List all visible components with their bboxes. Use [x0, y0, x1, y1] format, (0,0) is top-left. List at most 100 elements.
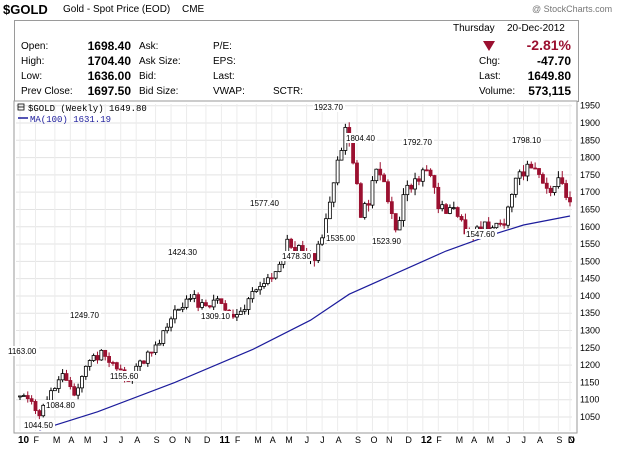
candle-body — [99, 349, 104, 361]
annotation-bg — [109, 371, 141, 381]
candle-body — [560, 177, 565, 184]
annotation-bg — [7, 346, 39, 356]
candle-body — [37, 410, 42, 417]
x-tick-label: 12 — [421, 435, 433, 446]
price-annotation: 1424.30 — [168, 248, 197, 257]
x-tick-label: O — [169, 435, 176, 445]
x-tick-label: F — [436, 435, 442, 445]
candle-body — [339, 150, 344, 161]
candle-body — [358, 183, 363, 218]
price-annotation: 1577.40 — [250, 199, 279, 208]
candle-body — [265, 277, 270, 284]
candle-body — [238, 310, 243, 315]
x-tick-label: J — [305, 435, 310, 445]
candle-body — [204, 302, 208, 307]
price-annotation: 1309.10 — [201, 312, 230, 321]
x-tick-label: J — [506, 435, 511, 445]
candle-body — [374, 168, 379, 182]
candle-body — [556, 177, 561, 187]
x-tick-label: M — [285, 435, 293, 445]
bid-label: Bid: — [139, 71, 157, 82]
candle-body — [107, 356, 111, 363]
candle-body — [525, 163, 530, 177]
y-tick-label: 1400 — [580, 291, 600, 301]
price-annotation: 1923.70 — [314, 103, 343, 112]
candle-body — [56, 379, 61, 389]
last-value: 1649.80 — [527, 69, 571, 83]
candle-body — [165, 326, 170, 332]
candle-body — [103, 349, 108, 357]
candle-body — [517, 171, 522, 179]
annotation-bg — [313, 102, 345, 112]
high-value: 1704.40 — [87, 54, 131, 68]
candle-body — [153, 344, 158, 353]
annotation-bg — [371, 236, 403, 246]
candle-body — [72, 386, 77, 396]
candle-body — [386, 181, 390, 203]
annotation-bg — [249, 198, 281, 208]
x-tick-label: A — [68, 435, 74, 445]
quote-date: 20-Dec-2012 — [507, 23, 565, 34]
candle-body — [184, 298, 189, 308]
candle-body — [95, 355, 100, 361]
candle-body — [459, 216, 464, 221]
candle-body — [389, 201, 394, 215]
candle-body — [25, 395, 30, 400]
volume-value: 573,115 — [528, 84, 571, 98]
candle-body — [111, 362, 115, 364]
candle-body — [176, 308, 181, 311]
candle-body — [149, 351, 154, 354]
prev-close-label: Prev Close: — [21, 86, 73, 97]
candle-body — [409, 184, 414, 190]
eps-label: EPS: — [213, 56, 236, 67]
x-tick-label: M — [456, 435, 464, 445]
sctr-label: SCTR: — [273, 86, 303, 97]
candle-body — [180, 306, 185, 310]
y-tick-label: 1500 — [580, 256, 600, 266]
candle-body — [142, 360, 146, 364]
y-tick-label: 1550 — [580, 239, 600, 249]
quote-panel: Open: 1698.40 High: 1704.40 Low: 1636.00… — [14, 20, 579, 102]
y-tick-label: 1950 — [580, 101, 600, 111]
x-tick-label: J — [119, 435, 124, 445]
open-label: Open: — [21, 41, 49, 52]
candle-body — [273, 271, 278, 279]
x-tick-label: O — [568, 435, 575, 445]
candle-body — [335, 159, 340, 184]
ma-line — [39, 215, 571, 431]
candle-body — [246, 298, 251, 310]
candle-body — [548, 187, 553, 193]
x-tick-label: S — [355, 435, 361, 445]
candle-body — [80, 376, 84, 389]
annotation-bg — [511, 135, 543, 145]
x-tick-label: D — [204, 435, 211, 445]
annotation-bg — [281, 251, 313, 261]
y-axis-ticks: 1050 1100 1150 1200 1250 1300 1350 1400 1450 1500… — [580, 101, 600, 422]
candle-body — [378, 168, 383, 176]
candle-body — [138, 360, 142, 367]
candle-body — [552, 186, 557, 193]
candle-body — [169, 318, 173, 328]
x-tick-label: J — [103, 435, 108, 445]
y-tick-label: 1600 — [580, 222, 600, 232]
candle-body — [533, 167, 538, 170]
annotation-bg — [69, 310, 101, 320]
price-annotation: 1044.50 — [24, 421, 53, 430]
y-tick-label: 1450 — [580, 274, 600, 284]
candle-body — [114, 362, 119, 370]
annotation-bg — [465, 229, 497, 239]
price-annotation: 1084.80 — [46, 401, 75, 410]
down-arrow-icon — [483, 41, 495, 51]
last-r-label: Last: — [479, 71, 501, 82]
price-annotation: 1547.60 — [466, 230, 495, 239]
candle-body — [440, 204, 445, 210]
chg-label: Chg: — [479, 56, 501, 67]
x-tick-label: M — [84, 435, 92, 445]
candle-body — [366, 203, 371, 206]
x-tick-label: S — [556, 435, 562, 445]
candle-body — [370, 180, 375, 206]
candle-body — [355, 162, 359, 185]
candle-body — [60, 373, 65, 381]
candle-body — [540, 174, 545, 184]
legend: $GOLD (Weekly) 1649.80 MA(100) 1631.19 — [17, 103, 147, 125]
